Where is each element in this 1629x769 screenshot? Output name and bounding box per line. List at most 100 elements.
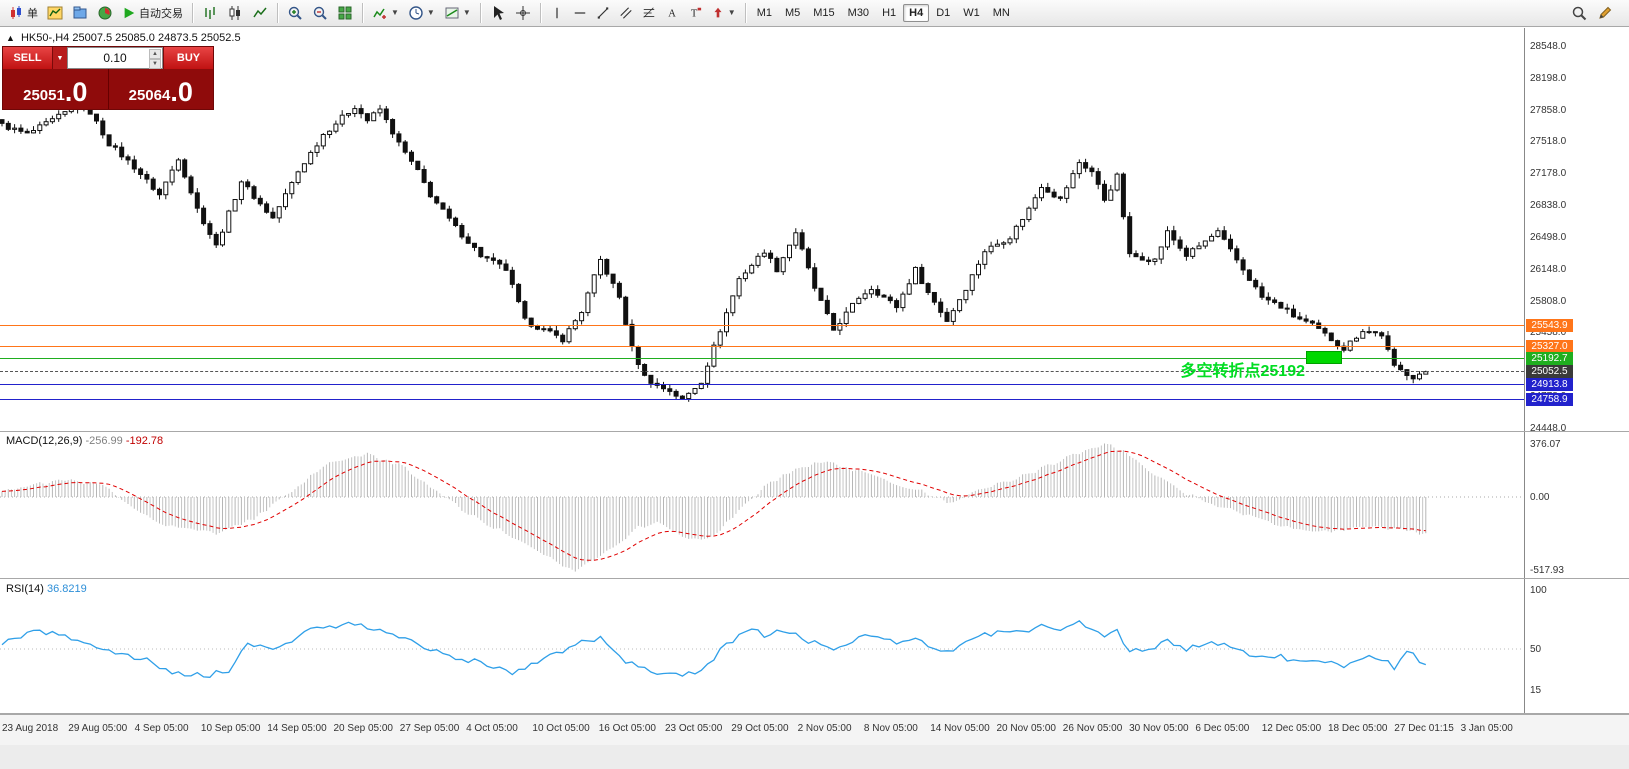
templates-icon: [445, 7, 459, 19]
lot-spinner[interactable]: ▲ ▼: [149, 49, 161, 69]
new-chart-icon: [47, 6, 63, 20]
vertical-line-button[interactable]: [546, 2, 568, 24]
svg-text:A: A: [668, 9, 676, 20]
chart-line-button[interactable]: [248, 2, 272, 24]
macd-chart[interactable]: [0, 432, 1524, 578]
y-axis-label: 25808.0: [1530, 295, 1567, 307]
horizontal-line-object[interactable]: [0, 345, 1524, 347]
new-order-icon: [11, 6, 21, 19]
macd-label: MACD(12,26,9) -256.99 -192.78: [6, 435, 163, 447]
tile-windows-icon: [338, 6, 352, 20]
spin-up-icon[interactable]: ▲: [149, 49, 161, 59]
bottom-fill: [0, 745, 1629, 769]
new-order-button[interactable]: 单: [4, 2, 42, 24]
pivot-annotation[interactable]: 多空转折点25192: [1180, 363, 1306, 380]
timeframe-H1[interactable]: H1: [882, 7, 897, 19]
arrow-shape-icon: [714, 7, 722, 18]
x-axis-label: 10 Sep 05:00: [200, 723, 261, 734]
rsi-chart[interactable]: [0, 580, 1524, 713]
chart-bars-icon: [205, 7, 215, 19]
x-axis-label: 23 Aug 2018: [2, 723, 59, 734]
autotrading-button[interactable]: 自动交易: [118, 2, 187, 24]
text-label-icon: T: [691, 7, 701, 20]
market-watch-button[interactable]: [93, 2, 117, 24]
rsi-name: RSI(14): [6, 583, 44, 595]
horizontal-line-object[interactable]: [0, 358, 1524, 360]
toolbar-separator: [539, 3, 541, 23]
horizontal-line-object[interactable]: [0, 325, 1524, 327]
breakout-marker[interactable]: [1306, 351, 1342, 364]
buy-price-main: 25064: [128, 87, 171, 104]
rsi-scale-label: 100: [1530, 585, 1547, 596]
toolbar-separator: [744, 3, 746, 23]
rsi-label: RSI(14) 36.8219: [6, 583, 87, 595]
panel-divider[interactable]: [0, 431, 1629, 432]
x-axis-label: 14 Sep 05:00: [267, 723, 327, 734]
timeframe-H4[interactable]: H4: [903, 4, 930, 22]
zoom-in-button[interactable]: [283, 2, 307, 24]
y-axis-label: 26838.0: [1530, 200, 1567, 212]
price-scale[interactable]: 24448.024778.025118.025458.025808.026148…: [1524, 28, 1629, 744]
x-axis-label: 18 Dec 05:00: [1328, 723, 1388, 734]
cursor-button[interactable]: [486, 2, 510, 24]
candlestick-chart[interactable]: [0, 28, 1524, 431]
horizontal-line-icon: [574, 12, 586, 14]
horizontal-line-object[interactable]: [0, 398, 1524, 400]
chart-ohlc-info: ▲ HK50-,H4 25007.5 25085.0 24873.5 25052…: [6, 32, 241, 44]
timeframe-M5[interactable]: M5: [784, 7, 801, 19]
vertical-line-icon: [556, 7, 558, 19]
edit-button[interactable]: [1593, 2, 1617, 24]
arrows-button[interactable]: ▼: [707, 2, 740, 24]
spin-down-icon[interactable]: ▼: [149, 59, 161, 69]
timeframe-D1[interactable]: D1: [936, 7, 951, 19]
buy-price[interactable]: 25064 .0: [108, 69, 213, 109]
horizontal-line-object[interactable]: [0, 384, 1524, 386]
chart-bars-button[interactable]: [198, 2, 222, 24]
price-level-label: 24913.8: [1526, 378, 1573, 392]
x-axis-label: 27 Sep 05:00: [399, 723, 460, 734]
time-axis[interactable]: 23 Aug 2018 29 Aug 05:00 4 Sep 05:00 10 Sep…: [0, 714, 1629, 745]
new-chart-button[interactable]: [43, 2, 67, 24]
timeframe-M1[interactable]: M1: [756, 7, 772, 19]
text-a-icon: A: [668, 9, 676, 20]
svg-text:T: T: [691, 9, 698, 20]
horizontal-line-button[interactable]: [569, 2, 591, 24]
y-axis-label: 26498.0: [1530, 231, 1567, 243]
chevron-down-icon: ▼: [462, 8, 471, 17]
sell-price-decimal: .0: [64, 77, 88, 107]
x-axis-label: 30 Nov 05:00: [1129, 723, 1189, 734]
lot-size-input[interactable]: 0.10 ▲ ▼: [67, 47, 163, 69]
timeframe-M30[interactable]: M30: [847, 7, 870, 19]
x-axis-label: 29 Oct 05:00: [731, 723, 789, 734]
buy-button[interactable]: BUY: [163, 47, 213, 69]
timeframe-W1[interactable]: W1: [963, 7, 980, 19]
fibonacci-icon: [643, 7, 655, 18]
templates-button[interactable]: ▼: [440, 2, 475, 24]
profiles-button[interactable]: [68, 2, 92, 24]
text-label-button[interactable]: T: [684, 2, 706, 24]
x-axis-label: 20 Nov 05:00: [996, 723, 1057, 734]
chart-candles-button[interactable]: [223, 2, 247, 24]
sell-price[interactable]: 25051 .0: [3, 69, 109, 109]
crosshair-icon: [515, 6, 530, 20]
autotrading-icon: [124, 7, 135, 19]
tile-windows-button[interactable]: [333, 2, 357, 24]
sell-button[interactable]: SELL: [3, 47, 53, 69]
current-price-line[interactable]: [0, 371, 1524, 373]
autotrading-label: 自动交易: [139, 8, 183, 20]
trendline-button[interactable]: [592, 2, 614, 24]
y-axis-label: 27858.0: [1530, 104, 1567, 116]
crosshair-button[interactable]: [511, 2, 535, 24]
search-button[interactable]: [1567, 2, 1591, 24]
panel-divider[interactable]: [0, 578, 1629, 579]
channel-button[interactable]: [615, 2, 637, 24]
profiles-icon: [73, 6, 87, 19]
timeframe-M15[interactable]: M15: [813, 7, 835, 19]
lot-dropdown[interactable]: ▼: [53, 47, 67, 69]
text-button[interactable]: A: [661, 2, 683, 24]
fibonacci-button[interactable]: [638, 2, 660, 24]
indicators-button[interactable]: ▼: [368, 2, 403, 24]
timeframe-MN[interactable]: MN: [992, 7, 1010, 19]
zoom-out-button[interactable]: [308, 2, 332, 24]
periods-button[interactable]: ▼: [404, 2, 439, 24]
